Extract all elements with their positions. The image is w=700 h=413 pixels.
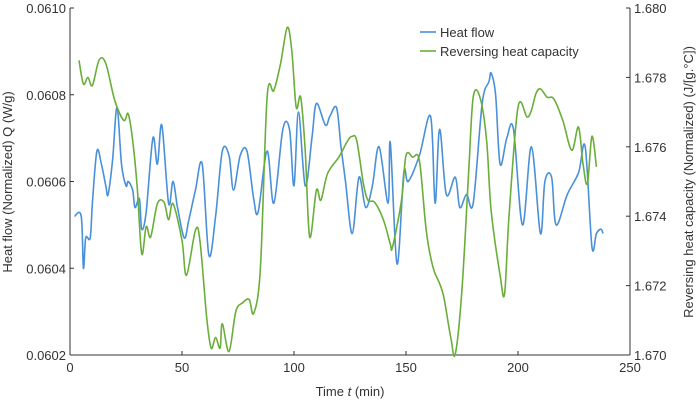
y-tick-label: 0.0610 (26, 1, 66, 16)
y2-tick-label: 1.672 (634, 279, 667, 294)
x-tick-label: 150 (395, 360, 417, 375)
x-axis-label: Time t (min) (316, 384, 385, 399)
x-tick-label: 250 (619, 360, 641, 375)
y-axis-label: Heat flow (Normalized) Q (W/g) (0, 91, 15, 272)
y2-axis-label: Reversing heat capacity (Normalized) (J/… (681, 46, 696, 318)
x-tick-label: 100 (283, 360, 305, 375)
y2-tick-label: 1.678 (634, 70, 667, 85)
y2-tick-label: 1.670 (634, 348, 667, 363)
legend-label-reversing-heat-capacity: Reversing heat capacity (440, 44, 579, 59)
y-tick-label: 0.0608 (26, 88, 66, 103)
series-lines (74, 26, 604, 357)
y2-tick-label: 1.676 (634, 140, 667, 155)
legend: Heat flow Reversing heat capacity (420, 25, 579, 59)
axes: 0 50 100 150 200 250 0.0602 0.0604 0.0606 0.0608 0… (26, 1, 666, 375)
reversing-heat-capacity-line (78, 26, 598, 357)
x-tick-label: 0 (66, 360, 73, 375)
y2-tick-label: 1.680 (634, 1, 667, 16)
y2-tick-label: 1.674 (634, 209, 667, 224)
x-tick-label: 50 (175, 360, 189, 375)
y-tick-label: 0.0604 (26, 261, 66, 276)
legend-label-heat-flow: Heat flow (440, 25, 495, 40)
y-tick-label: 0.0602 (26, 348, 66, 363)
heat-flow-line (74, 71, 604, 270)
x-tick-label: 200 (507, 360, 529, 375)
y-tick-label: 0.0606 (26, 175, 66, 190)
